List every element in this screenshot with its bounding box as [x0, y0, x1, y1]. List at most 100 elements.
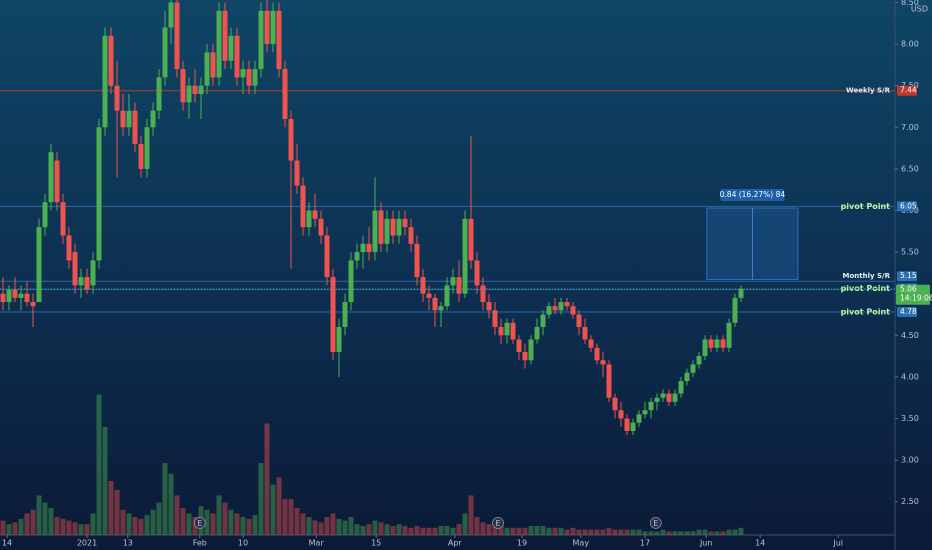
volume-bar: [408, 527, 414, 535]
candle-body: [24, 293, 30, 303]
volume-bar: [66, 520, 72, 535]
volume-bar: [480, 522, 486, 535]
candle-body: [420, 277, 426, 294]
candle-body: [270, 10, 276, 45]
candle-body: [486, 302, 492, 311]
volume-bar: [24, 513, 30, 535]
candle-body: [552, 306, 558, 311]
candle-body: [120, 110, 126, 128]
candle-body: [102, 35, 108, 128]
volume-bar: [672, 531, 678, 535]
y-tick-label: 7.00: [901, 123, 919, 132]
candle-body: [534, 326, 540, 340]
candle-body: [318, 218, 324, 236]
candle-body: [516, 339, 522, 352]
volume-bar: [120, 509, 126, 535]
candle-body: [696, 356, 702, 365]
volume-bar: [696, 529, 702, 535]
volume-bar: [504, 527, 510, 535]
candle-body: [666, 393, 672, 402]
volume-bar: [654, 531, 660, 535]
earnings-mark: [492, 517, 504, 529]
candle-body: [708, 339, 714, 348]
volume-bar: [174, 495, 180, 535]
earnings-label: E: [653, 519, 658, 528]
candle-body: [234, 35, 240, 78]
candle-body: [510, 322, 516, 340]
candle-body: [324, 235, 330, 278]
level-name: Weekly S/R: [846, 87, 891, 95]
candle-body: [414, 243, 420, 278]
volume-bar: [624, 529, 630, 535]
candle-body: [438, 306, 444, 311]
x-tick-label: Apr: [448, 539, 463, 548]
volume-bar: [426, 527, 432, 535]
candle-body: [36, 227, 42, 303]
candle-body: [576, 314, 582, 327]
x-tick-label: 13: [123, 539, 133, 548]
candle-body: [12, 289, 18, 298]
volume-bar: [390, 526, 396, 535]
candle-body: [450, 277, 456, 286]
volume-bar: [54, 517, 60, 535]
x-tick-label: 17: [640, 539, 650, 548]
x-tick-label: May: [573, 539, 590, 548]
volume-bar: [648, 531, 654, 535]
volume-bar: [552, 527, 558, 535]
volume-bar: [258, 463, 264, 535]
candle-body: [336, 326, 342, 352]
candle-body: [672, 393, 678, 402]
candle-body: [390, 218, 396, 236]
volume-bar: [138, 518, 144, 535]
volume-bar: [534, 526, 540, 535]
x-tick-label: Feb: [193, 539, 207, 548]
candle-body: [570, 306, 576, 315]
x-tick-label: 15: [371, 539, 381, 548]
volume-bar: [150, 509, 156, 535]
volume-bar: [156, 502, 162, 535]
level-price-box: [897, 85, 917, 96]
x-tick-label: 19: [517, 539, 527, 548]
level-price: 7.44: [900, 86, 917, 95]
earnings-mark: [649, 517, 662, 529]
volume-bar: [96, 394, 102, 535]
level-price: 4.78: [900, 307, 917, 316]
measure-label: 0.84 (16.27%) 84: [720, 190, 786, 199]
candle-body: [468, 218, 474, 261]
candle-body: [522, 351, 528, 361]
volume-bar: [378, 522, 384, 535]
volume-bar: [498, 526, 504, 535]
candle-body: [564, 302, 570, 307]
candle-body: [702, 339, 708, 357]
volume-bar: [0, 520, 6, 535]
volume-bar: [600, 529, 606, 535]
volume-bar: [126, 513, 132, 535]
candle-body: [294, 160, 300, 186]
volume-bar: [216, 495, 222, 535]
x-tick-label: 2021: [77, 539, 97, 548]
volume-bar: [738, 527, 744, 535]
volume-bar: [132, 517, 138, 535]
candle-body: [150, 110, 156, 128]
currency: USD: [911, 5, 928, 14]
volume-bar: [468, 495, 474, 535]
volume-bar: [522, 527, 528, 535]
y-tick-label: 6.50: [901, 164, 919, 173]
volume-bar: [684, 531, 690, 535]
candle-body: [732, 297, 738, 323]
volume-bar: [678, 531, 684, 535]
earnings-label: E: [495, 519, 500, 528]
volume-bar: [222, 502, 228, 535]
candle-body: [588, 339, 594, 348]
volume-bar: [474, 517, 480, 535]
volume-bar: [270, 484, 276, 535]
volume-bar: [228, 509, 234, 535]
candle-body: [84, 277, 90, 290]
volume-bar: [354, 524, 360, 535]
candle-body: [408, 227, 414, 244]
candle-body: [606, 364, 612, 398]
candle-body: [174, 2, 180, 70]
volume-bar: [204, 509, 210, 535]
volume-bar: [42, 502, 48, 535]
